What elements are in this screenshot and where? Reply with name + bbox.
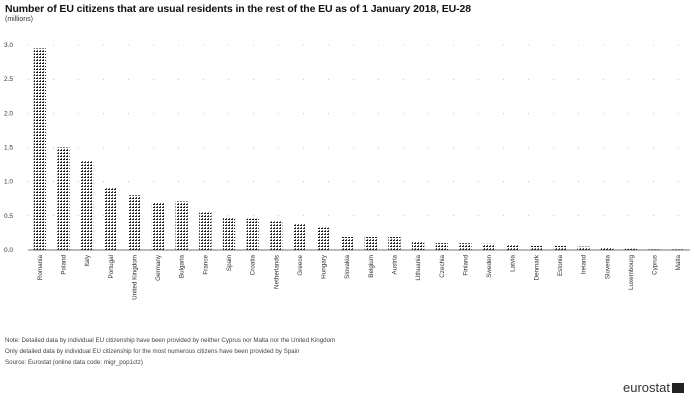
bar-france <box>199 212 212 250</box>
x-tick-label: Finland <box>462 255 469 276</box>
bar-lithuania <box>411 241 425 250</box>
y-tick-label: 0.0 <box>4 247 13 254</box>
x-tick-label: Luxembourg <box>628 255 635 291</box>
eurostat-wordmark: eurostat <box>623 380 670 395</box>
grid <box>28 44 690 217</box>
note-spain: Only detailed data by individual EU citi… <box>5 348 300 355</box>
eurostat-flag-icon <box>672 382 684 393</box>
x-tick-label: Ireland <box>581 255 588 275</box>
x-tick-label: Poland <box>60 255 67 275</box>
x-tick-label: Latvia <box>510 255 517 272</box>
eurostat-logo: eurostat <box>623 380 684 395</box>
bar-united-kingdom <box>128 195 141 250</box>
x-tick-label: Austria <box>391 255 398 275</box>
bar-netherlands <box>270 221 283 250</box>
y-axis: 0.0 0.5 1.0 1.5 2.0 2.5 3.0 <box>4 42 13 254</box>
x-tick-label: Netherlands <box>273 255 280 289</box>
x-tick-label: Slovenia <box>604 255 611 280</box>
bar-belgium <box>364 237 377 250</box>
bar-greece <box>293 224 307 250</box>
bar-latvia <box>506 245 519 250</box>
bar-poland <box>57 147 70 250</box>
x-tick-label: Belgium <box>368 255 375 278</box>
bar-croatia <box>246 218 259 250</box>
bar-ireland <box>577 246 590 250</box>
y-tick-label: 2.0 <box>4 110 13 117</box>
x-tick-label: Italy <box>84 254 91 266</box>
bar-estonia <box>553 245 567 250</box>
bar-bulgaria <box>175 201 188 250</box>
x-tick-label: Sweden <box>486 255 493 278</box>
x-tick-label: Germany <box>155 254 162 281</box>
bar-slovenia <box>601 247 614 250</box>
x-tick-label: United Kingdom <box>131 255 138 300</box>
bar-luxembourg <box>624 248 638 250</box>
bar-slovakia <box>341 237 354 250</box>
note-cyprus-malta-uk: Note: Detailed data by individual EU cit… <box>5 337 336 344</box>
chart-title: Number of EU citizens that are usual res… <box>5 3 471 15</box>
note-source: Source: Eurostat (online data code: migr… <box>5 359 143 366</box>
bar-spain <box>222 217 236 250</box>
x-tick-label: Portugal <box>108 255 115 278</box>
x-tick-label: Malta <box>675 255 682 271</box>
x-tick-label: Croatia <box>250 255 257 276</box>
x-tick-label: Denmark <box>533 254 540 280</box>
bar-austria <box>388 237 401 250</box>
chart-unit-label: (millions) <box>5 16 33 23</box>
bar-hungary <box>317 227 330 250</box>
x-tick-label: Czechia <box>439 255 446 278</box>
x-axis: Romania Poland Italy Portugal United Kingdom… <box>37 254 682 300</box>
bar-romania <box>33 48 46 250</box>
bar-sweden <box>482 243 496 250</box>
bars <box>33 48 685 250</box>
y-tick-label: 1.0 <box>4 179 13 186</box>
bar-chart: 0.0 0.5 1.0 1.5 2.0 2.5 3.0 Romania Poland Italy… <box>4 42 690 300</box>
x-tick-label: Greece <box>297 255 304 276</box>
bar-portugal <box>104 187 117 250</box>
x-tick-label: Cyprus <box>652 255 659 275</box>
bar-finland <box>459 243 472 250</box>
y-tick-label: 2.5 <box>4 76 13 83</box>
x-tick-label: Bulgaria <box>179 255 186 279</box>
y-tick-label: 1.5 <box>4 145 13 152</box>
x-tick-label: Lithuania <box>415 255 422 281</box>
chart-notes: Note: Detailed data by individual EU cit… <box>5 335 335 368</box>
x-tick-label: Romania <box>37 255 44 281</box>
bar-germany <box>151 202 165 250</box>
bar-italy <box>80 161 94 250</box>
x-tick-label: Slovakia <box>344 255 351 279</box>
x-tick-label: Hungary <box>321 254 328 279</box>
x-tick-label: Spain <box>226 255 233 272</box>
bar-czechia <box>435 243 448 250</box>
y-tick-label: 3.0 <box>4 42 13 49</box>
x-tick-label: Estonia <box>557 255 564 277</box>
y-tick-label: 0.5 <box>4 213 13 220</box>
bar-denmark <box>530 245 543 250</box>
x-tick-label: France <box>202 255 209 275</box>
